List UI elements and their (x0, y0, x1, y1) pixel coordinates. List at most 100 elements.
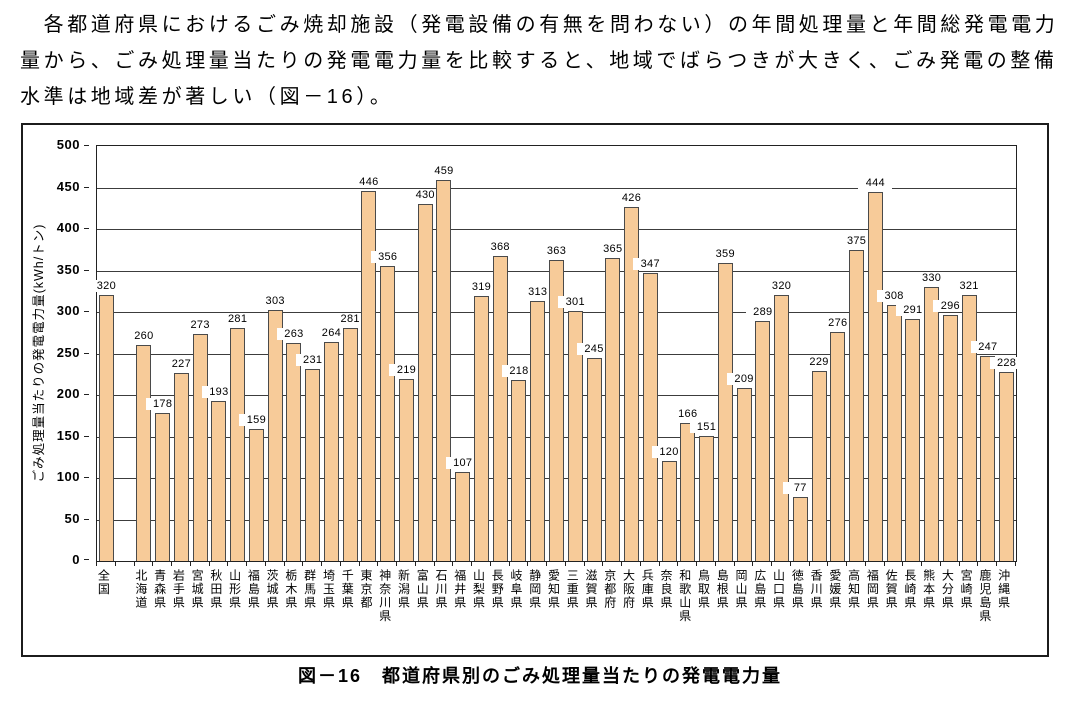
bar-value-label: 365 (595, 243, 630, 256)
chart-bar (323, 341, 339, 561)
x-tick-label: 宮崎県 (959, 569, 974, 610)
bar-value-label: 178 (145, 398, 180, 411)
bar-value-label: 260 (126, 330, 161, 343)
x-tick-label: 福井県 (452, 569, 467, 610)
x-tick-mark (1015, 562, 1016, 566)
chart-bar (792, 497, 808, 561)
chart-bar (211, 400, 227, 561)
bar-value-label: 313 (520, 286, 555, 299)
chart-bar (248, 429, 264, 561)
x-tick-mark (152, 562, 154, 566)
bar-value-label: 363 (539, 244, 574, 257)
x-tick-label: 茨城県 (265, 569, 280, 610)
x-tick-mark (264, 562, 266, 566)
chart-bar (886, 305, 902, 561)
x-tick-mark (414, 562, 416, 566)
chart-bar (642, 273, 658, 561)
x-tick-mark (358, 562, 360, 566)
y-tick-label: 300 (56, 303, 80, 318)
x-tick-label: 島根県 (715, 569, 730, 610)
x-tick-label: 岡山県 (734, 569, 749, 610)
chart-bar (586, 357, 602, 561)
chart-bar (286, 342, 302, 561)
chart-bar (455, 472, 471, 561)
x-tick-label: 香川県 (809, 569, 824, 610)
y-axis: 0 50 100 150 200 250 300 350 400 450 500 (23, 138, 89, 567)
x-tick-label: 秋田県 (208, 569, 223, 610)
chart-bar (267, 309, 283, 561)
bar-value-label: 291 (895, 304, 930, 317)
y-tick-mark (84, 228, 89, 229)
x-tick-mark (114, 562, 116, 566)
chart-bar (755, 321, 771, 561)
x-tick-mark (752, 562, 754, 566)
y-tick-label: 500 (56, 137, 80, 152)
x-tick-label: 青森県 (152, 569, 167, 610)
x-tick-label: 滋賀県 (584, 569, 598, 610)
bar-value-label: 375 (839, 234, 874, 247)
chart-bar (436, 180, 452, 561)
chart-bar (942, 315, 958, 561)
x-tick-mark (396, 562, 398, 566)
bar-value-label: 289 (745, 306, 780, 319)
chart-bar (98, 295, 114, 561)
y-tick-label: 400 (56, 220, 80, 235)
chart-bar (361, 190, 377, 561)
bar-value-label: 459 (426, 165, 461, 178)
chart-bar (380, 265, 396, 561)
x-tick-label: 愛媛県 (827, 569, 842, 610)
bar-value-label: 319 (464, 281, 499, 294)
x-tick-mark (921, 562, 923, 566)
chart-bar (173, 372, 189, 561)
x-tick-label: 長野県 (490, 569, 505, 610)
x-tick-mark (902, 562, 904, 566)
bar-value-label: 247 (970, 340, 1005, 353)
chart-bar (398, 379, 414, 561)
bar-value-label: 227 (164, 357, 199, 370)
x-tick-label: 徳島県 (790, 569, 805, 610)
chart-bar (342, 327, 358, 561)
x-tick-label: 宮城県 (190, 569, 205, 610)
x-tick-mark (977, 562, 979, 566)
bar-value-label: 219 (389, 364, 424, 377)
bar-value-label: 308 (877, 290, 912, 303)
paragraph-line-1: 各都道府県におけるごみ焼却施設（発電設備の有無を問わない）の年間処理量と年間総発… (20, 14, 1059, 36)
bar-value-label: 231 (295, 354, 330, 367)
bar-value-label: 281 (220, 312, 255, 325)
x-tick-mark (602, 562, 604, 566)
chart-bar (849, 249, 865, 561)
y-tick-mark (84, 311, 89, 312)
bar-value-label: 356 (370, 250, 405, 263)
x-tick-mark (527, 562, 529, 566)
bar-value-label: 166 (670, 408, 705, 421)
y-tick-mark (84, 269, 89, 271)
x-tick-mark (302, 562, 304, 566)
bar-value-label: 320 (89, 280, 124, 293)
chart-bar (661, 461, 677, 561)
bar-value-label: 426 (614, 192, 649, 205)
x-tick-mark (714, 562, 716, 566)
bar-value-label: 218 (501, 365, 536, 378)
x-tick-label: 栃木県 (283, 569, 298, 610)
chart-bar (867, 192, 883, 561)
paragraph-line-2: 量から、ごみ処理量当たりの発電電力量を比較すると、地域でばらつきが大きく、ごみ発… (20, 50, 1058, 72)
x-tick-mark (583, 562, 585, 566)
x-tick-label: 鳥取県 (696, 569, 711, 610)
chart-bar (511, 380, 527, 561)
x-tick-label: 岐阜県 (508, 569, 523, 610)
bar-value-label: 296 (933, 300, 968, 313)
y-tick-label: 250 (56, 344, 80, 360)
x-tick-mark (771, 562, 773, 566)
chart-bar (774, 295, 790, 561)
gridline (97, 229, 1016, 230)
figure-16-chart: ごみ処理量当たりの発電電力量(kWh/トン) 0 50 100 150 200 250 30… (21, 123, 1049, 657)
y-tick-mark (84, 394, 89, 395)
x-axis-labels: 全国 北海道 青森県 岩手県 宮城県 秋田県 山形県 福島県 茨城県 栃木県 群馬県 埼玉県 千葉県 東京… (96, 562, 1017, 637)
y-tick-mark (84, 352, 89, 354)
x-tick-mark (658, 562, 660, 566)
y-tick-mark (84, 518, 89, 520)
x-tick-mark (846, 562, 848, 566)
chart-bar (567, 311, 583, 561)
bar-value-label: 77 (783, 482, 818, 495)
x-tick-mark (883, 562, 885, 566)
